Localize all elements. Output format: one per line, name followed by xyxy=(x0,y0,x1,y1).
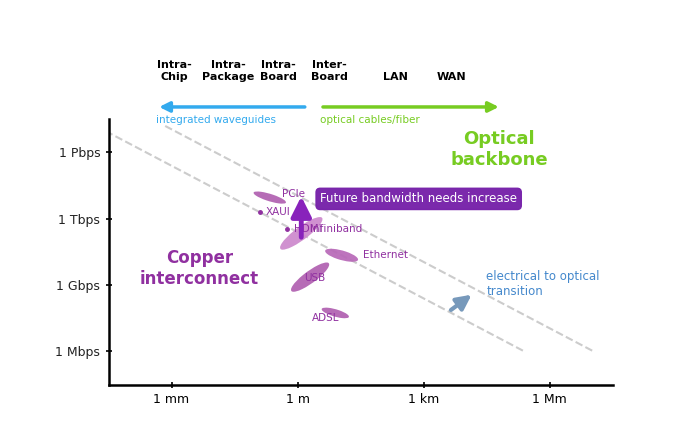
Text: Ethernet: Ethernet xyxy=(363,250,408,260)
Text: HDMI: HDMI xyxy=(294,224,321,234)
Text: WAN: WAN xyxy=(436,72,466,82)
Text: Infiniband: Infiniband xyxy=(310,224,363,234)
Text: optical cables/fiber: optical cables/fiber xyxy=(320,115,420,125)
Ellipse shape xyxy=(322,308,349,318)
Ellipse shape xyxy=(253,191,286,204)
Ellipse shape xyxy=(291,263,329,292)
Ellipse shape xyxy=(280,217,323,250)
Text: Intra-
Board: Intra- Board xyxy=(260,60,297,82)
Text: Intra-
Chip: Intra- Chip xyxy=(157,60,191,82)
Text: PCIe: PCIe xyxy=(282,189,305,199)
Text: electrical to optical
transition: electrical to optical transition xyxy=(486,270,600,298)
Text: ADSL: ADSL xyxy=(312,313,339,323)
Text: LAN: LAN xyxy=(384,72,408,82)
Ellipse shape xyxy=(325,249,358,262)
Text: Optical
backbone: Optical backbone xyxy=(450,130,548,168)
Text: integrated waveguides: integrated waveguides xyxy=(156,115,276,125)
Text: XAUI: XAUI xyxy=(266,207,290,217)
Text: Intra-
Package: Intra- Package xyxy=(202,60,254,82)
Text: Future bandwidth needs increase: Future bandwidth needs increase xyxy=(320,192,517,206)
Text: Copper
interconnect: Copper interconnect xyxy=(140,249,259,288)
Text: USB: USB xyxy=(304,274,325,283)
Text: Inter-
Board: Inter- Board xyxy=(311,60,347,82)
